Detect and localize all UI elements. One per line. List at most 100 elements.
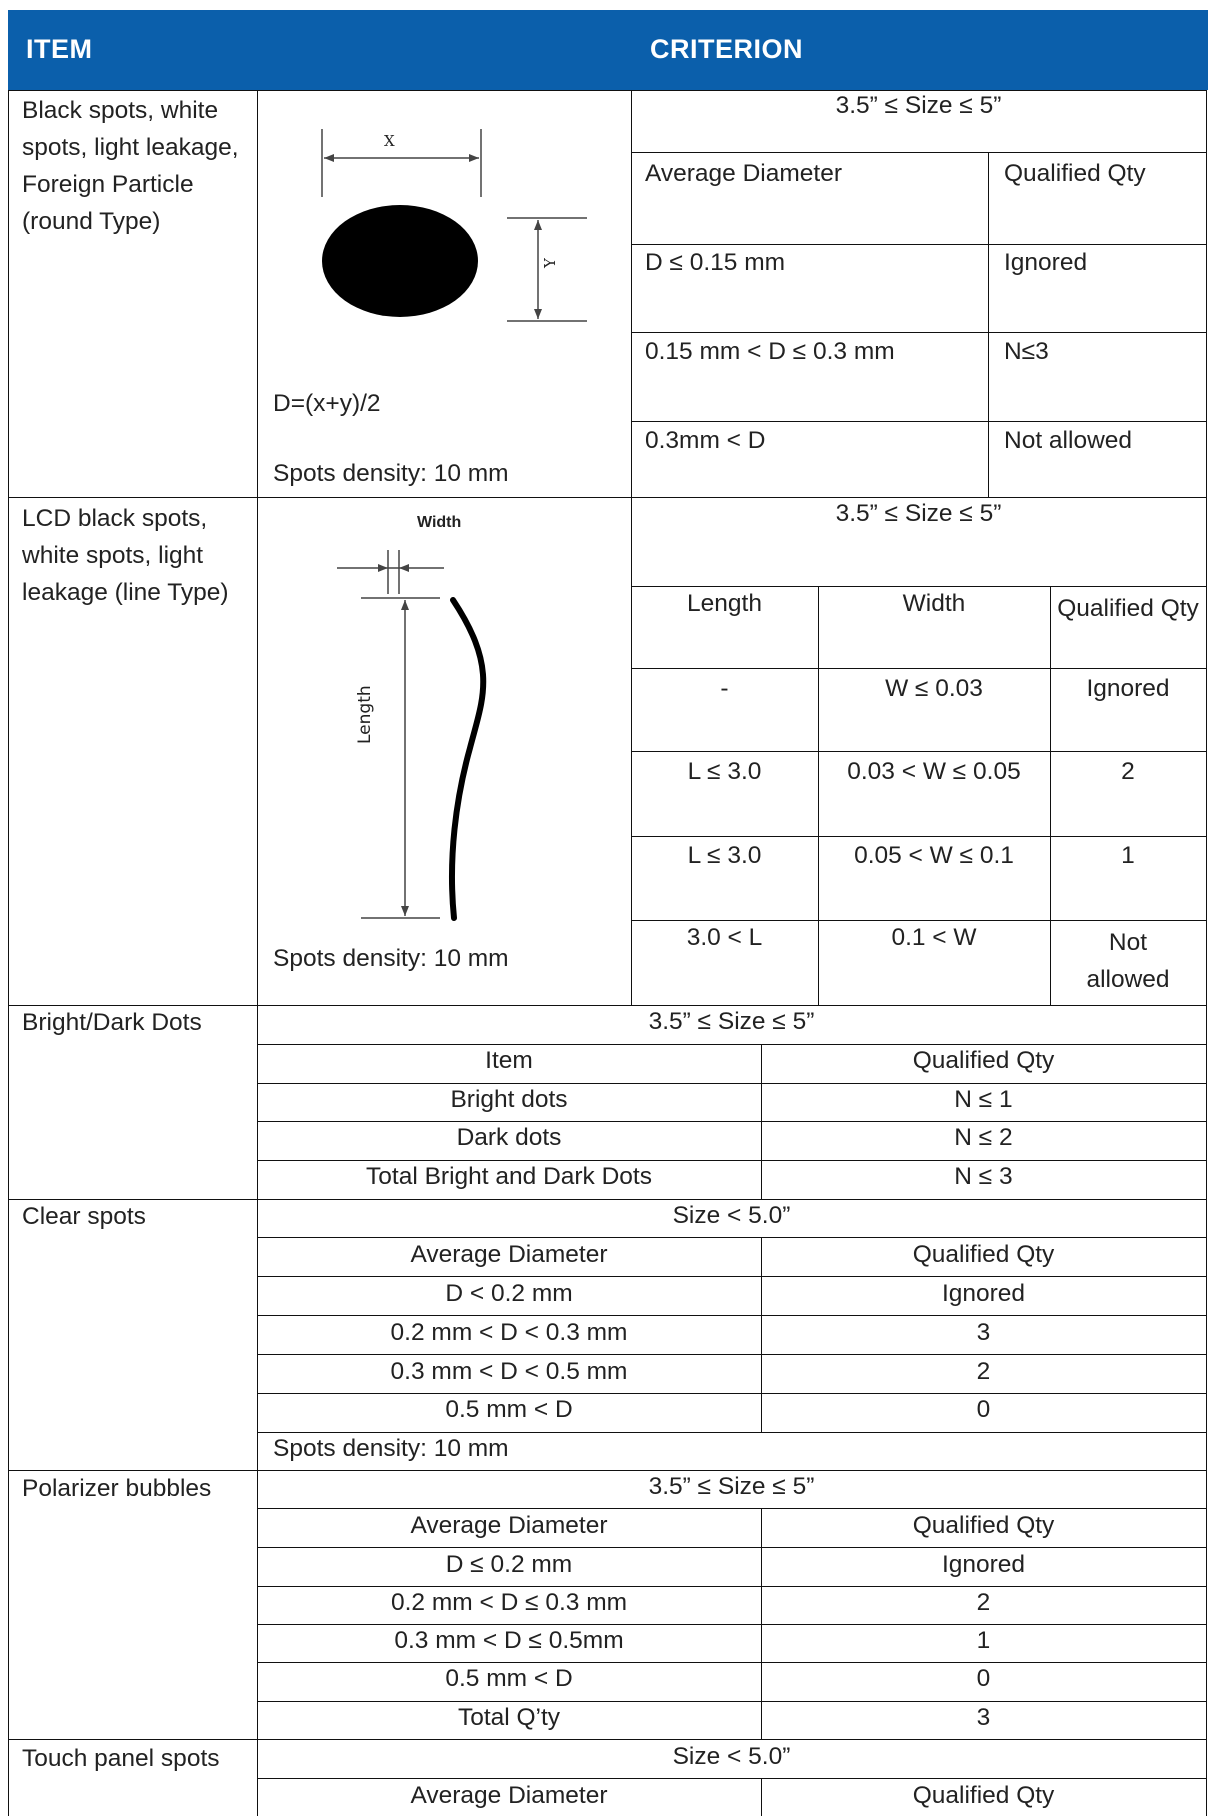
r3-cell: Bright dots [450,1086,568,1113]
r2-cell: W ≤ 0.03 [885,675,983,702]
r4-cell: 0.2 mm < D < 0.3 mm [390,1319,628,1346]
r3-cell: N ≤ 1 [954,1086,1013,1113]
diagram-formula: D=(x+y)/2 [273,390,381,417]
r6-size: Size < 5.0” [672,1743,791,1770]
r3-cell: Total Bright and Dark Dots [366,1163,652,1190]
r2-cell: L ≤ 3.0 [687,842,762,869]
r5-cell: 0 [976,1665,991,1692]
r1-line [631,332,1206,333]
r3-line [257,1044,1206,1045]
r5-item: Polarizer bubbles [22,1475,212,1502]
r6-line [257,1778,1206,1779]
sep-r5 [8,1739,1207,1740]
r2-cell: L ≤ 3.0 [687,758,762,785]
r6-col-line [761,1778,762,1816]
r1-diagram-border [631,90,632,497]
r4-cell: 0.5 mm < D [445,1396,573,1423]
header-criterion: CRITERION [650,34,803,64]
r5-line [257,1508,1206,1509]
border-left [8,90,9,1816]
r2-col-line [1050,586,1051,1005]
spots-density: Spots density: 10 mm [273,1435,509,1462]
r4-line [257,1237,1206,1238]
r1-cell: D ≤ 0.15 mm [645,249,786,276]
r2-cell: 2 [1121,758,1135,785]
r1-line [631,152,1206,153]
r5-size: 3.5” ≤ Size ≤ 5” [648,1473,815,1500]
r4-line [257,1393,1206,1394]
r3-col-line [761,1044,762,1199]
r4-cell: 0 [976,1396,991,1423]
r3-item: Bright/Dark Dots [22,1009,202,1036]
r5-header-qty: Qualified Qty [912,1512,1055,1539]
r2-cell: 1 [1121,842,1135,869]
r2-cell: 0.1 < W [891,924,977,951]
r4-cell: 3 [976,1319,991,1346]
sep-r1 [8,497,1207,498]
diagram-y-label: Y [540,258,559,268]
table-header: ITEM CRITERION [8,10,1208,90]
r2-line [631,586,1206,587]
r5-header-diameter: Average Diameter [410,1512,608,1539]
r1-cell: Ignored [1004,249,1088,276]
sep-r3 [8,1199,1207,1200]
r4-cell: D < 0.2 mm [445,1280,573,1307]
sep-r2 [8,1005,1207,1006]
line-defect-diagram [337,550,487,921]
r6-item: Touch panel spots [22,1745,220,1772]
r5-cell: Total Q’ty [457,1704,561,1731]
diagram-length-label: Length [355,685,375,744]
r1-line [631,244,1206,245]
header-item: ITEM [26,34,93,64]
r1-line [631,421,1206,422]
r2-line [631,920,1206,921]
r2-size: 3.5” ≤ Size ≤ 5” [835,500,1002,527]
r3-line [257,1160,1206,1161]
r1-cell: Not allowed [1004,427,1133,454]
spots-density: Spots density: 10 mm [273,945,509,972]
r5-col-line [761,1508,762,1739]
r2-cell: 0.03 < W ≤ 0.05 [847,758,1021,785]
r5-cell: 2 [976,1589,991,1616]
r4-header-qty: Qualified Qty [912,1241,1055,1268]
r2-cell: 0.05 < W ≤ 0.1 [854,842,1014,869]
r2-col-line [818,586,819,1005]
r3-cell: N ≤ 2 [954,1124,1013,1151]
r5-cell: 0.3 mm < D ≤ 0.5mm [394,1627,624,1654]
diagram-width-label: Width [417,514,462,531]
r5-line [257,1701,1206,1702]
r2-cell: 3.0 < L [686,924,763,951]
r4-line [257,1315,1206,1316]
r5-cell: 1 [976,1627,991,1654]
r3-line [257,1121,1206,1122]
r4-cell: 0.3 mm < D < 0.5 mm [390,1358,628,1385]
r2-cell: Ignored [1086,675,1170,702]
r4-line [257,1354,1206,1355]
r5-cell: 3 [976,1704,991,1731]
r3-line [257,1083,1206,1084]
r2-line [631,668,1206,669]
round-spot-diagram [321,129,587,322]
r1-header-qty: Qualified Qty [1004,160,1146,187]
r3-size: 3.5” ≤ Size ≤ 5” [648,1008,815,1035]
r3-header-item: Item [485,1047,533,1074]
r2-header-width: Width [902,590,966,617]
r4-size: Size < 5.0” [672,1202,791,1229]
r1-item: Black spots, white spots, light leakage,… [22,97,239,235]
r1-cell: 0.3mm < D [645,427,766,454]
r4-line [257,1276,1206,1277]
r1-col-line [988,152,989,497]
r4-line [257,1432,1206,1433]
r4-col-line [761,1237,762,1432]
r2-item: LCD black spots, white spots, light leak… [22,505,229,606]
r5-line [257,1662,1206,1663]
sep-r4 [8,1470,1207,1471]
r4-cell: Ignored [941,1280,1026,1307]
diagram-x-label: X [384,132,395,150]
r1-header-diameter: Average Diameter [645,160,843,187]
r5-line [257,1586,1206,1587]
r2-cell: Not allowed [1086,929,1170,993]
r5-cell: 0.5 mm < D [445,1665,573,1692]
r5-cell: Ignored [941,1551,1026,1578]
